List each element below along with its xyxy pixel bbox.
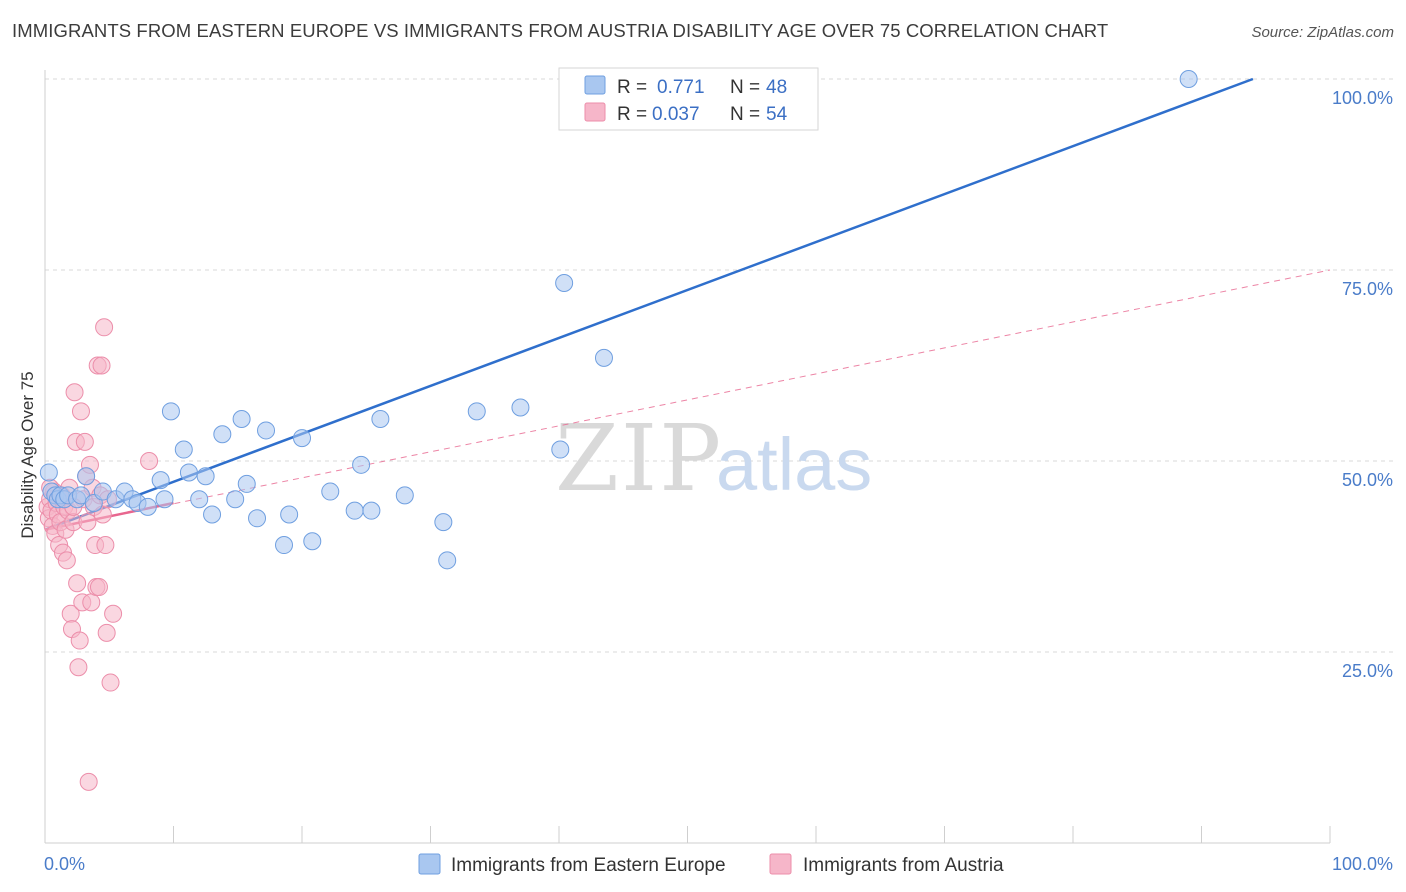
bottom-legend-swatch-blue (418, 853, 441, 875)
blue-point-39 (371, 409, 390, 428)
y-tick-label-1: 50.0% (1342, 470, 1393, 490)
blue-point-41 (434, 513, 453, 532)
blue-point-22 (190, 490, 209, 509)
y-tick-label-2: 75.0% (1342, 279, 1393, 299)
blue-point-17 (151, 471, 170, 490)
legend-r-value-1: 0.771 (657, 77, 705, 98)
pink-point-15 (57, 551, 76, 570)
bottom-legend-label-pink: Immigrants from Austria (803, 855, 1004, 876)
blue-point-38 (362, 501, 381, 520)
blue-point-35 (321, 482, 340, 501)
legend-r-value-2: 0.037 (652, 104, 700, 125)
blue-point-44 (511, 398, 530, 417)
legend-n-value-1: 48 (766, 77, 787, 98)
pink-point-34 (82, 593, 101, 612)
y-tick-label-0: 25.0% (1342, 661, 1393, 681)
blue-point-31 (275, 536, 294, 555)
legend-swatch-blue (584, 75, 606, 95)
watermark: ZIP atlas (555, 405, 872, 512)
blue-point-29 (248, 509, 267, 528)
y-tick-label-3: 100.0% (1332, 88, 1393, 108)
blue-point-18 (155, 490, 174, 509)
blue-point-26 (226, 490, 245, 509)
legend-r-label-2: R = (617, 104, 647, 125)
pink-point-24 (69, 658, 88, 677)
pink-point-29 (75, 432, 94, 451)
correlation-legend: R = 0.771 N = 48 R = 0.037 N = 54 (558, 67, 819, 131)
bottom-legend-label-blue: Immigrants from Eastern Europe (451, 855, 726, 876)
blue-point-37 (352, 455, 371, 474)
pink-point-49 (104, 604, 123, 623)
legend-n-label-1: N = (730, 77, 760, 98)
blue-point-19 (161, 402, 180, 421)
y-tick-labels: 25.0% 50.0% 75.0% 100.0% (1332, 88, 1393, 681)
blue-point-23 (196, 467, 215, 486)
blue-point-25 (213, 425, 232, 444)
pink-point-23 (68, 574, 87, 593)
axes (44, 70, 1331, 844)
pink-point-25 (70, 631, 89, 650)
watermark-atlas: atlas (716, 423, 872, 506)
pink-point-46 (97, 623, 116, 642)
pink-point-40 (89, 578, 108, 597)
watermark-zip: ZIP (555, 405, 723, 512)
blue-point-33 (293, 429, 311, 448)
trend-line-austria-dashed (44, 269, 1331, 531)
x-tick-label-0: 0.0% (44, 854, 85, 874)
pink-point-32 (79, 772, 98, 791)
blue-point-32 (280, 505, 299, 524)
source-label: Source: ZipAtlas.com (1251, 24, 1394, 41)
blue-point-20 (174, 440, 193, 459)
blue-point-45 (551, 440, 570, 459)
chart-title: IMMIGRANTS FROM EASTERN EUROPE VS IMMIGR… (12, 20, 1109, 41)
legend-n-label-2: N = (730, 104, 760, 125)
blue-point-34 (303, 532, 322, 551)
blue-point-36 (345, 501, 364, 520)
pink-point-45 (96, 536, 115, 555)
pink-point-44 (95, 318, 114, 337)
blue-point-42 (438, 551, 457, 570)
blue-point-49 (1179, 70, 1198, 88)
pink-point-42 (92, 356, 111, 375)
blue-point-43 (467, 402, 486, 421)
blue-point-16 (138, 497, 157, 516)
trend-line-eastern-europe (44, 77, 1254, 531)
blue-point-40 (395, 486, 414, 505)
y-axis-title: Disability Age Over 75 (18, 371, 37, 538)
blue-point-46 (555, 273, 574, 292)
legend-r-label-1: R = (617, 77, 647, 98)
pink-point-26 (71, 402, 90, 421)
data-points (38, 70, 1198, 791)
pink-point-50 (140, 452, 159, 470)
blue-point-0 (39, 463, 58, 482)
x-tick-labels: 0.0% 100.0% (44, 854, 1393, 874)
grid-lines (45, 78, 1393, 653)
series-legend: Immigrants from Eastern Europe Immigrant… (418, 853, 1004, 876)
blue-point-30 (257, 421, 276, 440)
blue-point-21 (179, 463, 198, 482)
bottom-legend-swatch-pink (769, 853, 792, 875)
pink-point-31 (78, 513, 97, 532)
blue-point-9 (77, 467, 96, 486)
blue-point-47 (594, 348, 613, 367)
blue-point-24 (203, 505, 222, 524)
legend-n-value-2: 54 (766, 104, 788, 125)
x-tick-label-1: 100.0% (1332, 854, 1393, 874)
pink-point-21 (65, 383, 84, 402)
blue-point-27 (232, 409, 251, 428)
pink-point-48 (101, 673, 120, 692)
legend-swatch-pink (584, 102, 606, 122)
blue-point-28 (237, 474, 256, 493)
